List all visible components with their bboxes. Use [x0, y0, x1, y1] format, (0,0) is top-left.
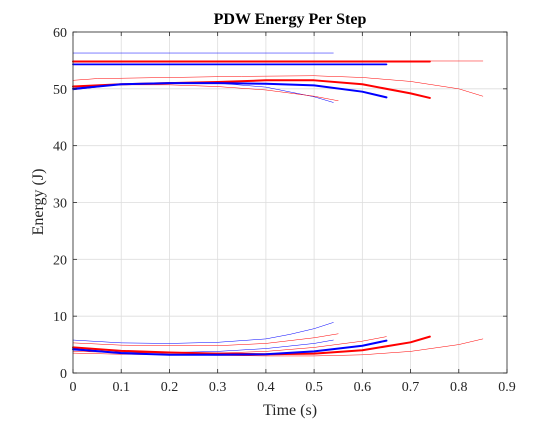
series-line — [72, 75, 484, 97]
series-line — [72, 339, 388, 356]
y-tick-label: 20 — [53, 253, 67, 268]
x-tick-label: 0 — [70, 380, 77, 395]
series-line — [72, 333, 339, 346]
y-axis-label: Energy (J) — [30, 169, 47, 236]
x-tick-label: 0.7 — [402, 380, 420, 395]
y-tick-label: 60 — [53, 26, 67, 41]
tick-labels: 0 0.1 0.2 0.3 0.4 0.5 0.6 0.7 0.8 0.9 0 10 20 30 40 50 6… — [53, 26, 516, 395]
x-tick-label: 0.2 — [161, 380, 179, 395]
y-tick-label: 30 — [53, 197, 67, 212]
series-line — [72, 82, 388, 99]
series-group — [72, 52, 484, 357]
y-tick-label: 10 — [53, 310, 67, 325]
chart-title: PDW Energy Per Step — [214, 11, 367, 28]
x-tick-label: 0.9 — [498, 380, 516, 395]
x-tick-label: 0.3 — [209, 380, 227, 395]
y-tick-label: 50 — [53, 83, 67, 98]
plot-area-box — [72, 31, 508, 374]
series-line — [72, 84, 339, 102]
x-axis-label: Time (s) — [263, 402, 317, 419]
x-tick-label: 0.8 — [450, 380, 468, 395]
series-line — [72, 322, 334, 344]
x-tick-label: 0.6 — [354, 380, 372, 395]
x-tick-label: 0.4 — [257, 380, 275, 395]
y-tick-label: 40 — [53, 140, 67, 155]
axes — [72, 31, 508, 374]
y-tick-label: 0 — [60, 367, 67, 382]
series-line — [72, 339, 334, 353]
x-tick-label: 0.1 — [112, 380, 130, 395]
x-tick-label: 0.5 — [305, 380, 323, 395]
